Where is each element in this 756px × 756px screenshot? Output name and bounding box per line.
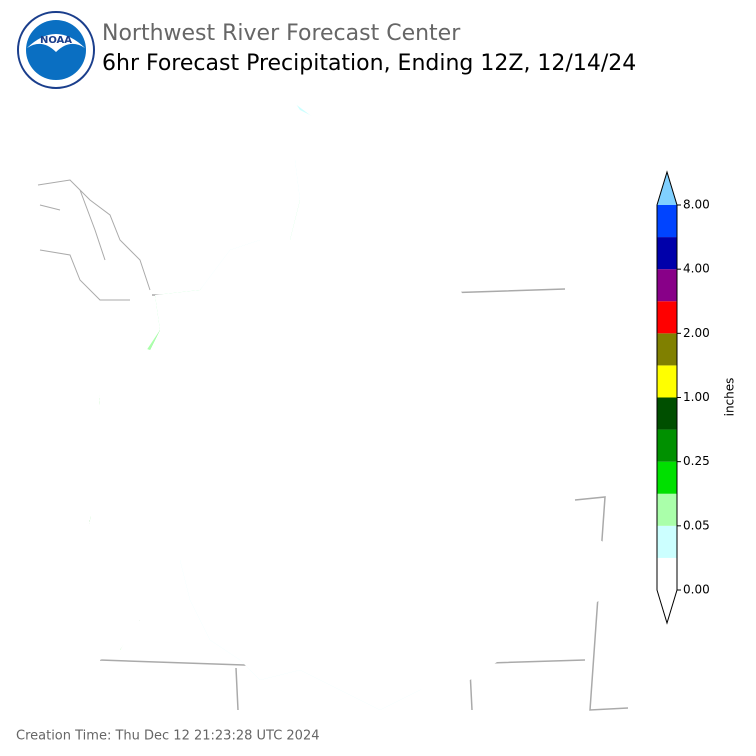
colorbar-box: [657, 397, 677, 430]
colorbar-tick-label: 4.00: [683, 262, 710, 276]
colorbar-tick-label: 8.00: [683, 198, 710, 212]
colorbar-box: [657, 237, 677, 270]
colorbar-box: [657, 557, 677, 590]
colorbar-tick-label: 0.05: [683, 518, 710, 532]
colorbar-tick-label: 0.00: [683, 583, 710, 597]
colorbar-box: [657, 333, 677, 366]
colorbar-tick-label: 2.00: [683, 326, 710, 340]
logo-text: NOAA: [40, 35, 72, 46]
colorbar-box: [657, 525, 677, 558]
colorbar-box: [657, 205, 677, 238]
colorbar-box: [657, 365, 677, 398]
colorbar-box: [657, 269, 677, 302]
colorbar-tick-label: 1.00: [683, 390, 710, 404]
map-title: 6hr Forecast Precipitation, Ending 12Z, …: [102, 51, 636, 76]
basin-outline: [64, 94, 626, 711]
puget-coastline: [37, 179, 151, 301]
creation-time: Creation Time: Thu Dec 12 21:23:28 UTC 2…: [16, 729, 319, 744]
colorbar-top-arrow: [657, 172, 677, 205]
colorbar-box: [657, 301, 677, 334]
colorbar-box: [657, 461, 677, 494]
colorbar-box: [657, 493, 677, 526]
logo-gull: [27, 34, 85, 52]
noaa-logo: NOAA: [17, 11, 95, 89]
colorbar-tick-label: 0.25: [683, 454, 710, 468]
colorbar-bottom-arrow: [657, 590, 677, 623]
colorbar: 0.00 0.05 0.25 1.00 2.00 4.00 8.00: [656, 170, 710, 625]
map: [37, 94, 629, 711]
agency-name: Northwest River Forecast Center: [102, 21, 461, 46]
colorbar-box: [657, 429, 677, 462]
colorbar-label: inches: [723, 378, 737, 417]
